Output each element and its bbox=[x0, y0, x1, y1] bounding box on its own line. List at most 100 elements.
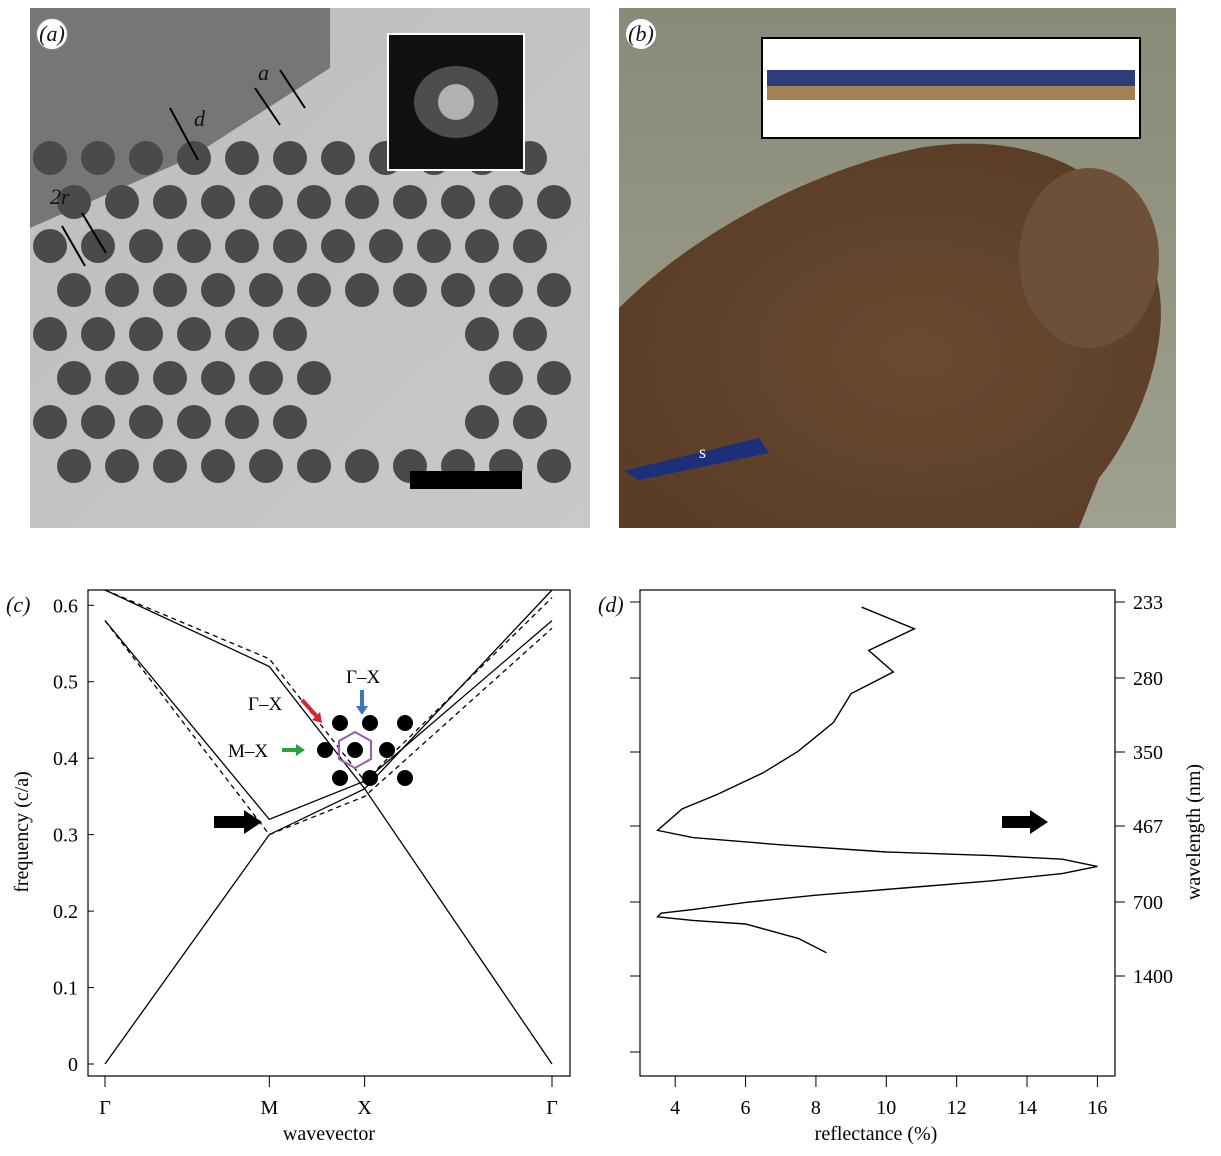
nanoparticle bbox=[225, 229, 259, 263]
nanoparticle bbox=[81, 229, 115, 263]
nanoparticle bbox=[489, 185, 523, 219]
blue-arrowhead bbox=[356, 706, 368, 715]
y-tick-label: 0.2 bbox=[53, 901, 78, 923]
axis-ticks: 0 0.1 0.2 0.3 0.4 0.5 0.6 Γ M X Γ bbox=[53, 595, 558, 1119]
x-axis-label: reflectance (%) bbox=[815, 1123, 938, 1145]
panel-c-label: (c) bbox=[6, 592, 31, 617]
x-tick-label: 10 bbox=[876, 1097, 896, 1119]
duck-photo-svg bbox=[619, 8, 1176, 528]
annotation-a: a bbox=[258, 60, 269, 85]
lattice-dot bbox=[317, 742, 333, 758]
nanoparticle bbox=[489, 273, 523, 307]
x-tick-label: 16 bbox=[1087, 1097, 1107, 1119]
band-line-dashed bbox=[104, 620, 553, 836]
a-bar-2 bbox=[279, 69, 306, 109]
reflectance-chart: 4 6 8 10 12 14 16 233 280 350 467 700 1400 reflectan… bbox=[630, 589, 1205, 1145]
panel-d-reflectance: 4 6 8 10 12 14 16 233 280 350 467 700 1400 reflectan… bbox=[590, 582, 1221, 1151]
nanoparticle bbox=[57, 449, 91, 483]
lattice-dot bbox=[397, 770, 413, 786]
nanoparticle bbox=[177, 317, 211, 351]
annotation-d: d bbox=[194, 106, 205, 131]
nanoparticle bbox=[321, 141, 355, 175]
nanoparticle bbox=[441, 185, 475, 219]
right-tick-label: 233 bbox=[1133, 592, 1163, 614]
nanoparticle bbox=[105, 449, 139, 483]
nanoparticle bbox=[393, 185, 427, 219]
lattice-dot bbox=[379, 742, 395, 758]
nanoparticle bbox=[297, 273, 331, 307]
nanoparticle bbox=[57, 273, 91, 307]
panel-b-photo: (b) s bbox=[619, 8, 1176, 528]
nanoparticle bbox=[201, 185, 235, 219]
fft-center bbox=[438, 84, 474, 120]
nanoparticle bbox=[513, 317, 547, 351]
y-tick-label: 0 bbox=[68, 1054, 78, 1076]
nanoparticle bbox=[81, 317, 115, 351]
panel-a-label: (a) bbox=[36, 18, 68, 50]
plot-frame bbox=[639, 589, 1116, 1077]
lattice-dot bbox=[397, 715, 413, 731]
y-tick-label: 0.4 bbox=[53, 748, 78, 770]
x-tick-label: 4 bbox=[670, 1097, 680, 1119]
nanoparticle bbox=[441, 273, 475, 307]
nanoparticle bbox=[129, 229, 163, 263]
lattice-dot bbox=[347, 742, 363, 758]
nanoparticle bbox=[513, 405, 547, 439]
x-axis-label: wavevector bbox=[283, 1123, 376, 1145]
nanoparticle bbox=[201, 273, 235, 307]
right-tick-label: 467 bbox=[1133, 816, 1163, 838]
r-bar-2 bbox=[81, 212, 107, 254]
r-bar-1 bbox=[61, 225, 86, 267]
red-arrowhead bbox=[312, 712, 322, 723]
plot-frame bbox=[87, 589, 571, 1077]
nanoparticle bbox=[537, 185, 571, 219]
nanoparticle bbox=[273, 141, 307, 175]
nanoparticle bbox=[177, 405, 211, 439]
y-axis-label: frequency (c/a) bbox=[11, 771, 33, 893]
nanoparticle bbox=[225, 405, 259, 439]
nanoparticle bbox=[57, 361, 91, 395]
feather-rachis bbox=[767, 86, 1135, 100]
nanoparticle bbox=[345, 449, 379, 483]
x-tick-label: 12 bbox=[947, 1097, 967, 1119]
nanoparticle bbox=[33, 141, 67, 175]
x-tick-label: 14 bbox=[1017, 1097, 1037, 1119]
nanoparticle bbox=[33, 317, 67, 351]
nanoparticle bbox=[537, 449, 571, 483]
peak-arrow bbox=[1002, 810, 1048, 834]
y-tick-label: 0.1 bbox=[53, 978, 78, 1000]
nanoparticle bbox=[465, 317, 499, 351]
gap-arrow bbox=[214, 810, 262, 834]
nanoparticle bbox=[225, 317, 259, 351]
lattice-inset bbox=[282, 690, 413, 786]
nanoparticle bbox=[297, 185, 331, 219]
nanoparticle bbox=[465, 229, 499, 263]
scale-bar bbox=[410, 471, 522, 489]
nanoparticle bbox=[345, 273, 379, 307]
brillouin-hexagon bbox=[338, 730, 372, 770]
panel-b-label: (b) bbox=[625, 18, 657, 50]
nanoparticle bbox=[105, 185, 139, 219]
band-structure-chart: 0 0.1 0.2 0.3 0.4 0.5 0.6 Γ M X Γ wavevector frequ… bbox=[11, 589, 571, 1145]
nanoparticle bbox=[321, 229, 355, 263]
a-bar-1 bbox=[254, 87, 281, 126]
micrograph-svg bbox=[30, 8, 590, 528]
nanoparticle bbox=[273, 229, 307, 263]
duck-head bbox=[1019, 168, 1159, 348]
nanoparticle bbox=[201, 361, 235, 395]
band-line-solid bbox=[104, 787, 553, 1065]
nanoparticle bbox=[153, 361, 187, 395]
x-tick-label: Γ bbox=[99, 1097, 111, 1119]
lattice-dot bbox=[332, 715, 348, 731]
nanoparticle bbox=[297, 361, 331, 395]
nanoparticle bbox=[249, 361, 283, 395]
nanoparticle bbox=[489, 361, 523, 395]
band-lines bbox=[104, 589, 553, 1065]
nanoparticle bbox=[57, 185, 91, 219]
speculum-label: s bbox=[699, 442, 707, 462]
nanoparticle bbox=[105, 361, 139, 395]
right-tick-label: 280 bbox=[1133, 668, 1163, 690]
nanoparticle bbox=[153, 449, 187, 483]
nanoparticle bbox=[129, 405, 163, 439]
nanoparticle bbox=[81, 141, 115, 175]
